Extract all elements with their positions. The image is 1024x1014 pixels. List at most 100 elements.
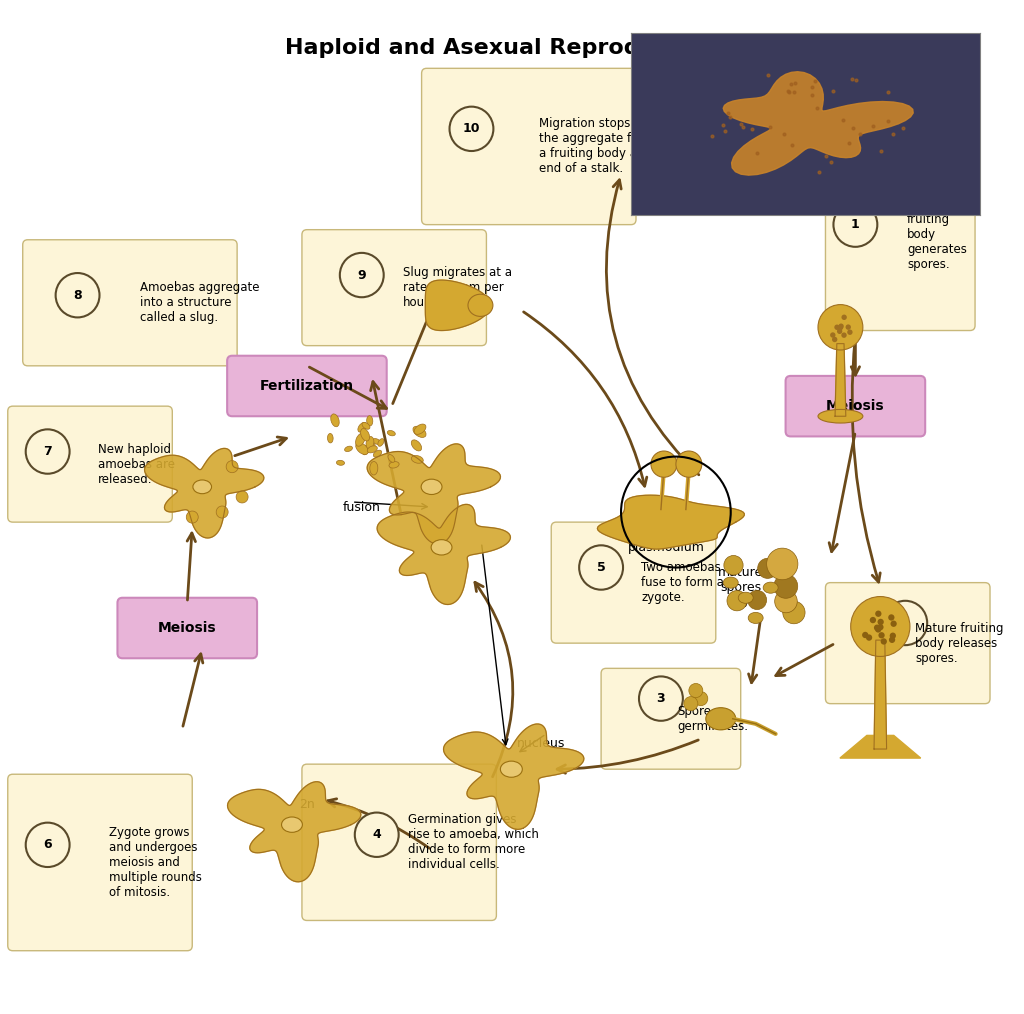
Circle shape bbox=[831, 337, 838, 342]
Circle shape bbox=[891, 621, 897, 627]
Ellipse shape bbox=[360, 429, 370, 441]
Circle shape bbox=[839, 323, 844, 329]
Ellipse shape bbox=[193, 480, 212, 494]
Circle shape bbox=[847, 330, 853, 335]
Circle shape bbox=[340, 252, 384, 297]
Text: Meiosis: Meiosis bbox=[158, 621, 216, 635]
Text: 2n: 2n bbox=[299, 798, 314, 811]
Text: Two amoebas
fuse to form a
zygote.: Two amoebas fuse to form a zygote. bbox=[641, 561, 724, 604]
Circle shape bbox=[748, 590, 767, 609]
Ellipse shape bbox=[387, 431, 395, 436]
Ellipse shape bbox=[357, 423, 367, 432]
Ellipse shape bbox=[723, 577, 738, 588]
Polygon shape bbox=[597, 495, 744, 549]
Circle shape bbox=[580, 546, 623, 590]
Circle shape bbox=[890, 633, 896, 639]
Circle shape bbox=[639, 676, 683, 721]
Text: Meiosis: Meiosis bbox=[826, 400, 885, 413]
Circle shape bbox=[830, 333, 836, 338]
Circle shape bbox=[889, 637, 895, 643]
Polygon shape bbox=[840, 735, 921, 758]
Ellipse shape bbox=[370, 461, 378, 475]
Text: 6: 6 bbox=[43, 839, 52, 852]
Text: nucleus: nucleus bbox=[517, 737, 565, 750]
Circle shape bbox=[876, 627, 882, 633]
FancyBboxPatch shape bbox=[825, 583, 990, 704]
Circle shape bbox=[775, 590, 798, 612]
Circle shape bbox=[842, 314, 847, 320]
Polygon shape bbox=[368, 444, 501, 544]
Ellipse shape bbox=[337, 460, 344, 465]
Text: Mature
fruiting
body
generates
spores.: Mature fruiting body generates spores. bbox=[907, 198, 967, 271]
FancyBboxPatch shape bbox=[8, 407, 172, 522]
Ellipse shape bbox=[365, 443, 375, 452]
Ellipse shape bbox=[345, 446, 352, 451]
Circle shape bbox=[237, 491, 248, 503]
Ellipse shape bbox=[389, 461, 399, 468]
Text: Migration stops and
the aggregate forms
a fruiting body at the
end of a stalk.: Migration stops and the aggregate forms … bbox=[539, 118, 665, 175]
Ellipse shape bbox=[763, 582, 778, 593]
Ellipse shape bbox=[413, 426, 426, 437]
Circle shape bbox=[862, 632, 868, 638]
Ellipse shape bbox=[328, 433, 333, 443]
Text: Mature fruiting
body releases
spores.: Mature fruiting body releases spores. bbox=[915, 622, 1004, 664]
Circle shape bbox=[782, 601, 805, 624]
Circle shape bbox=[694, 692, 708, 706]
Circle shape bbox=[55, 273, 99, 317]
Ellipse shape bbox=[367, 416, 373, 426]
Ellipse shape bbox=[818, 410, 863, 423]
Circle shape bbox=[884, 600, 927, 645]
FancyBboxPatch shape bbox=[8, 775, 193, 951]
Text: Germination gives
rise to amoeba, which
divide to form more
individual cells.: Germination gives rise to amoeba, which … bbox=[409, 813, 540, 871]
Polygon shape bbox=[443, 724, 584, 829]
Text: 1: 1 bbox=[851, 218, 860, 231]
Text: 9: 9 bbox=[357, 269, 367, 282]
FancyBboxPatch shape bbox=[227, 356, 387, 416]
Ellipse shape bbox=[355, 433, 366, 446]
Ellipse shape bbox=[373, 439, 381, 444]
Circle shape bbox=[774, 574, 798, 598]
Ellipse shape bbox=[331, 414, 339, 427]
Ellipse shape bbox=[421, 480, 442, 495]
Circle shape bbox=[651, 451, 677, 478]
Text: 10: 10 bbox=[463, 123, 480, 135]
Circle shape bbox=[450, 106, 494, 151]
Ellipse shape bbox=[282, 817, 302, 832]
Polygon shape bbox=[377, 504, 510, 604]
Circle shape bbox=[834, 203, 878, 246]
Text: 4: 4 bbox=[373, 828, 381, 842]
Polygon shape bbox=[425, 280, 490, 331]
Ellipse shape bbox=[378, 439, 384, 446]
Text: 7: 7 bbox=[43, 445, 52, 458]
Text: Spore
germinates.: Spore germinates. bbox=[678, 705, 749, 733]
Circle shape bbox=[354, 812, 398, 857]
Ellipse shape bbox=[431, 539, 452, 555]
Circle shape bbox=[846, 324, 851, 330]
Circle shape bbox=[216, 506, 228, 518]
Circle shape bbox=[684, 697, 697, 711]
FancyBboxPatch shape bbox=[785, 376, 926, 436]
Circle shape bbox=[869, 617, 877, 624]
FancyBboxPatch shape bbox=[23, 239, 238, 366]
Polygon shape bbox=[874, 640, 887, 749]
Circle shape bbox=[866, 635, 872, 641]
Text: 2: 2 bbox=[901, 617, 909, 630]
Circle shape bbox=[724, 556, 743, 575]
Circle shape bbox=[767, 549, 798, 580]
Text: 5: 5 bbox=[597, 561, 605, 574]
FancyBboxPatch shape bbox=[551, 522, 716, 643]
FancyBboxPatch shape bbox=[601, 668, 740, 770]
Ellipse shape bbox=[738, 592, 754, 603]
Ellipse shape bbox=[749, 612, 763, 624]
FancyBboxPatch shape bbox=[118, 598, 257, 658]
Circle shape bbox=[689, 683, 702, 698]
Polygon shape bbox=[227, 782, 360, 882]
Text: Slug migrates at a
rate of 2 mm per
hour.: Slug migrates at a rate of 2 mm per hour… bbox=[402, 266, 512, 309]
Ellipse shape bbox=[362, 423, 370, 429]
Text: Haploid and Asexual Reproduction: Haploid and Asexual Reproduction bbox=[285, 39, 718, 58]
Circle shape bbox=[878, 624, 884, 631]
Ellipse shape bbox=[468, 294, 493, 316]
Circle shape bbox=[26, 429, 70, 474]
Text: New haploid
amoebas are
released.: New haploid amoebas are released. bbox=[97, 443, 175, 486]
Circle shape bbox=[186, 511, 199, 523]
